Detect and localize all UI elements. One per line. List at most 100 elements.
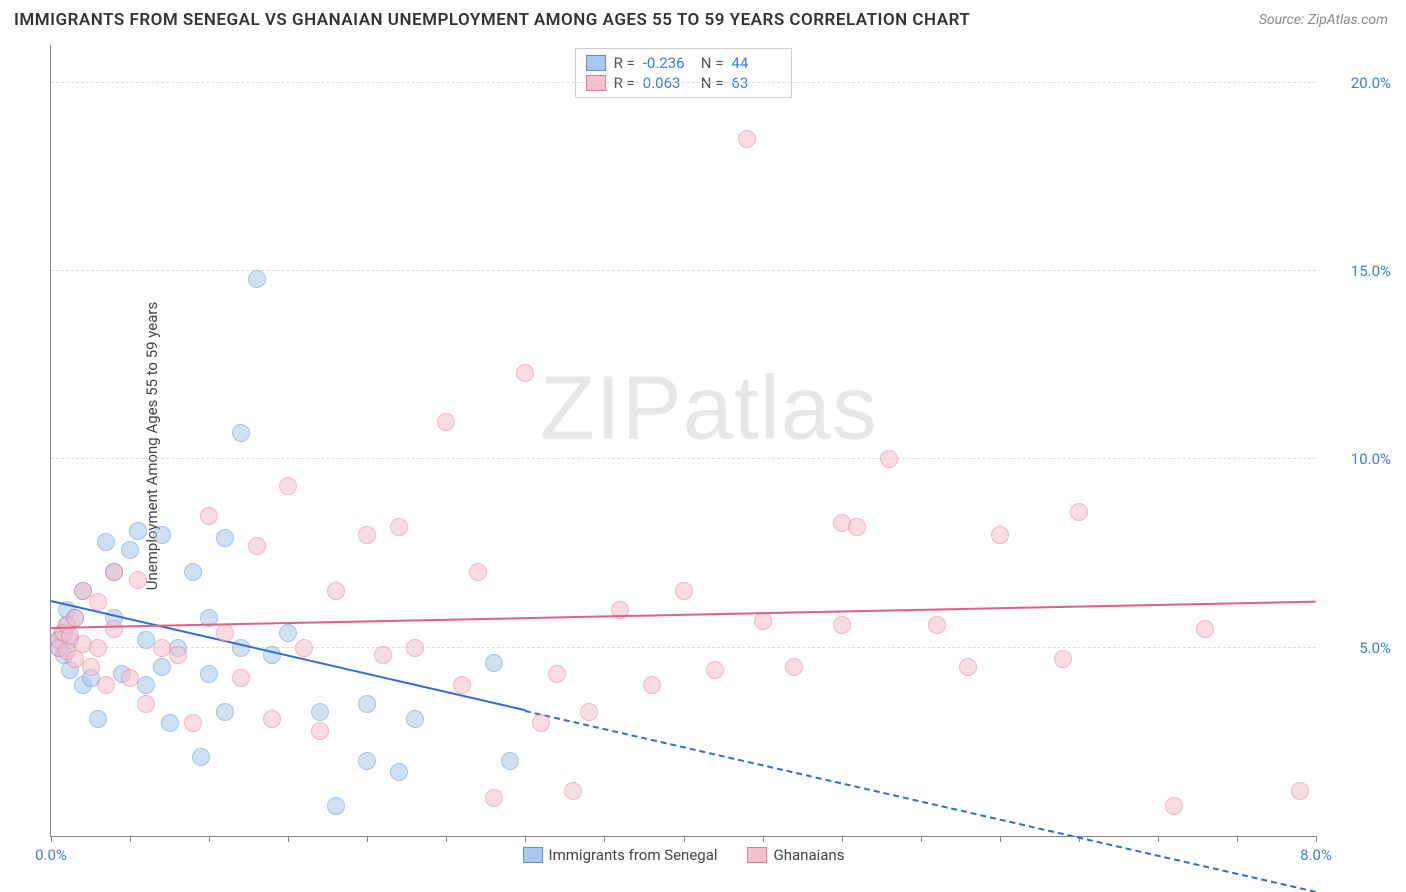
chart-title: IMMIGRANTS FROM SENEGAL VS GHANAIAN UNEM… [14,10,970,30]
r-label: R = [614,74,635,92]
data-point [374,646,392,664]
data-point [358,752,376,770]
data-point [216,624,234,642]
data-point [248,270,266,288]
data-point [390,763,408,781]
legend-swatch-series2 [748,847,768,863]
data-point [485,789,503,807]
x-tick-mark [525,836,526,842]
data-point [216,529,234,547]
data-point [959,658,977,676]
x-tick-mark [446,836,447,842]
trend-line [51,600,526,711]
gridline [51,458,1316,459]
y-tick-label: 15.0% [1351,262,1391,280]
data-point [89,710,107,728]
watermark: ZIPatlas [540,357,878,460]
x-tick-mark [763,836,764,842]
x-tick-mark [1237,836,1238,842]
x-tick-mark [51,836,52,842]
data-point [121,541,139,559]
data-point [248,537,266,555]
data-point [232,669,250,687]
data-point [216,703,234,721]
n-value-series1: 44 [731,54,781,72]
legend-item-series1: Immigrants from Senegal [523,846,718,864]
x-tick-mark [604,836,605,842]
data-point [129,522,147,540]
data-point [184,563,202,581]
data-point [1196,620,1214,638]
series-legend: Immigrants from Senegal Ghanaians [523,846,845,864]
n-value-series2: 63 [731,74,781,92]
data-point [706,661,724,679]
data-point [880,450,898,468]
x-tick-mark [367,836,368,842]
r-value-series1: -0.236 [643,54,693,72]
x-tick-label: 0.0% [35,846,67,864]
x-tick-mark [209,836,210,842]
x-tick-mark [684,836,685,842]
stats-row-series2: R = 0.063 N = 63 [586,73,782,93]
legend-label-series1: Immigrants from Senegal [549,846,718,864]
x-tick-mark [1158,836,1159,842]
y-tick-label: 20.0% [1351,74,1391,92]
data-point [192,748,210,766]
x-tick-mark [288,836,289,842]
data-point [105,620,123,638]
data-point [548,665,566,683]
data-point [991,526,1009,544]
data-point [137,695,155,713]
data-point [232,424,250,442]
data-point [311,722,329,740]
data-point [279,624,297,642]
data-point [89,593,107,611]
x-tick-mark [921,836,922,842]
data-point [1070,503,1088,521]
data-point [105,563,123,581]
y-tick-label: 10.0% [1351,450,1391,468]
data-point [137,676,155,694]
data-point [358,695,376,713]
watermark-thin: atlas [683,358,878,458]
data-point [833,616,851,634]
data-point [169,646,187,664]
data-point [295,639,313,657]
data-point [200,507,218,525]
data-point [437,413,455,431]
data-point [311,703,329,721]
data-point [153,526,171,544]
n-label: N = [701,54,724,72]
trend-line-extrapolated [525,710,1316,892]
data-point [153,658,171,676]
data-point [848,518,866,536]
r-label: R = [614,54,635,72]
data-point [1054,650,1072,668]
legend-swatch-series1 [523,847,543,863]
data-point [121,669,139,687]
data-point [406,710,424,728]
data-point [1165,797,1183,815]
legend-swatch-series2 [586,75,606,91]
data-point [66,609,84,627]
scatter-plot-area: ZIPatlas R = -0.236 N = 44 R = 0.063 N =… [50,45,1316,837]
data-point [74,582,92,600]
data-point [738,130,756,148]
x-tick-mark [1000,836,1001,842]
r-value-series2: 0.063 [643,74,693,92]
x-tick-mark [842,836,843,842]
x-tick-mark [1316,836,1317,842]
data-point [469,563,487,581]
data-point [184,714,202,732]
data-point [928,616,946,634]
data-point [532,714,550,732]
watermark-bold: ZIP [540,358,683,458]
data-point [161,714,179,732]
n-label: N = [701,74,724,92]
trend-line [51,600,1316,628]
data-point [516,364,534,382]
data-point [406,639,424,657]
y-tick-label: 5.0% [1359,639,1391,657]
data-point [200,665,218,683]
data-point [785,658,803,676]
